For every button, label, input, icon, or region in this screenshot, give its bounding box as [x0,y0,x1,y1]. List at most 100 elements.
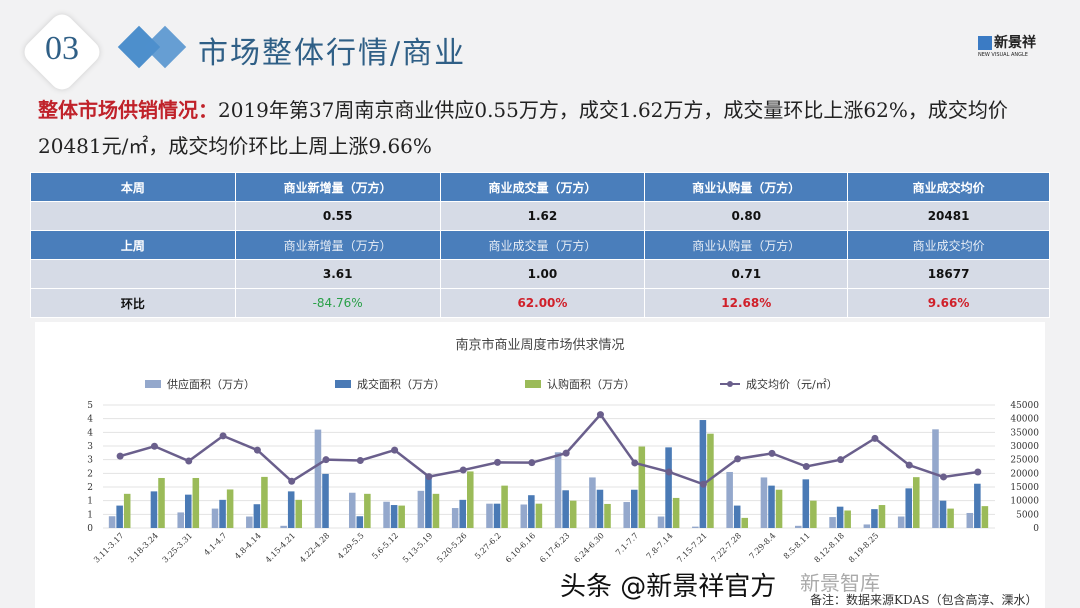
price-point [974,468,982,476]
price-point [219,432,227,440]
bar-2 [775,489,783,528]
bar-2 [364,493,371,528]
bar-0 [177,512,184,528]
bar-2 [707,433,714,528]
price-point [494,458,502,466]
right-tick-label: 0 [1033,524,1039,534]
bar-0 [383,501,390,528]
bar-1 [768,485,775,528]
price-point [150,442,158,450]
bar-2 [226,489,234,528]
bar-0 [246,516,253,528]
bar-2 [158,477,165,528]
bar-0 [726,471,733,528]
left-tick-label: 4 [87,428,93,438]
bar-2 [810,500,817,528]
bar-1 [150,491,158,528]
right-tick-label: 25000 [1010,456,1039,466]
bar-1 [425,474,432,528]
bar-1 [665,447,672,528]
price-point [562,449,570,457]
price-point [734,455,742,463]
bar-1 [322,473,329,528]
bar-2 [501,485,508,528]
x-tick-label: 6.24-6.30 [572,531,605,564]
bar-0 [794,525,802,528]
bar-1 [184,494,192,528]
left-tick-label: 1 [87,497,93,507]
price-point [459,466,467,474]
legend-marker [727,381,733,387]
x-tick-label: 4.22-4.28 [298,531,331,564]
right-tick-label: 45000 [1010,401,1039,411]
bar-0 [554,452,562,528]
bar-1 [939,500,947,528]
bar-2 [261,476,268,528]
watermark-secondary: 新景智库 [800,571,880,595]
bar-2 [604,503,611,528]
section-badge: 03 [18,8,106,96]
left-tick-label: 1 [87,510,93,520]
price-point [699,480,707,488]
x-tick-label: 7.29-8.4 [748,531,778,561]
bar-1 [253,504,261,528]
price-point [185,457,193,465]
summary-label: 整体市场供销情况： [38,98,218,122]
bar-0 [348,492,356,528]
section-number: 03 [45,30,79,67]
x-tick-label: 7.22-7.28 [710,531,743,564]
price-point [528,459,536,467]
bar-2 [192,477,200,528]
legend-label: 认购面积（万方） [547,377,635,391]
page-title: 市场整体行情/商业 [198,36,467,71]
left-tick-label: 2 [87,483,93,493]
x-tick-label: 4.8-4.14 [233,531,263,561]
price-point [837,456,845,464]
bar-0 [280,525,287,528]
table-row: 本周 商业新增量（万方） 商业成交量（万方） 商业认购量（万方） 商业成交均价 [30,172,1050,202]
bar-1 [562,490,569,528]
x-tick-label: 3.11-3.17 [92,531,125,564]
price-point [905,461,913,469]
bar-1 [390,505,398,528]
bar-0 [623,502,630,528]
right-tick-label: 40000 [1010,415,1039,425]
bar-1 [287,491,295,528]
bar-2 [878,505,886,528]
x-tick-label: 8.5-8.11 [782,531,812,561]
bar-1 [871,509,878,528]
x-tick-label: 5.6-5.12 [370,531,400,561]
right-tick-label: 5000 [1016,510,1039,520]
price-point [596,411,604,419]
legend-label: 成交均价（元/㎡） [746,377,838,391]
summary-text: 整体市场供销情况：2019年第37周南京商业供应0.55万方，成交1.62万方，… [38,98,1008,158]
bar-0 [657,516,665,528]
legend-label: 成交面积（万方） [357,377,445,391]
x-tick-label: 5.20-5.26 [435,531,468,564]
right-tick-label: 35000 [1010,428,1039,438]
price-line [119,412,979,486]
bar-0 [897,516,905,528]
price-point [940,473,948,481]
bar-0 [451,508,459,528]
bar-2 [741,517,749,528]
x-tick-label: 3.18-3.24 [126,531,159,564]
bar-0 [589,477,596,528]
bar-0 [932,429,939,528]
bar-0 [314,429,322,528]
bar-0 [966,512,974,528]
diamond-icon [143,25,187,69]
table-row: 3.61 1.00 0.71 18677 [30,259,1050,289]
bar-0 [211,508,219,528]
left-tick-label: 5 [87,401,93,411]
chart-title: 南京市商业周度市场供求情况 [455,337,624,353]
table-row: 环比 -84.76% 62.00% 12.68% 9.66% [30,288,1050,318]
price-point [116,452,124,460]
bar-1 [493,503,501,528]
price-point [665,468,673,476]
right-tick-label: 10000 [1010,497,1039,507]
bar-2 [569,500,577,528]
x-tick-label: 8.19-8.25 [847,531,880,564]
bar-0 [829,517,836,528]
